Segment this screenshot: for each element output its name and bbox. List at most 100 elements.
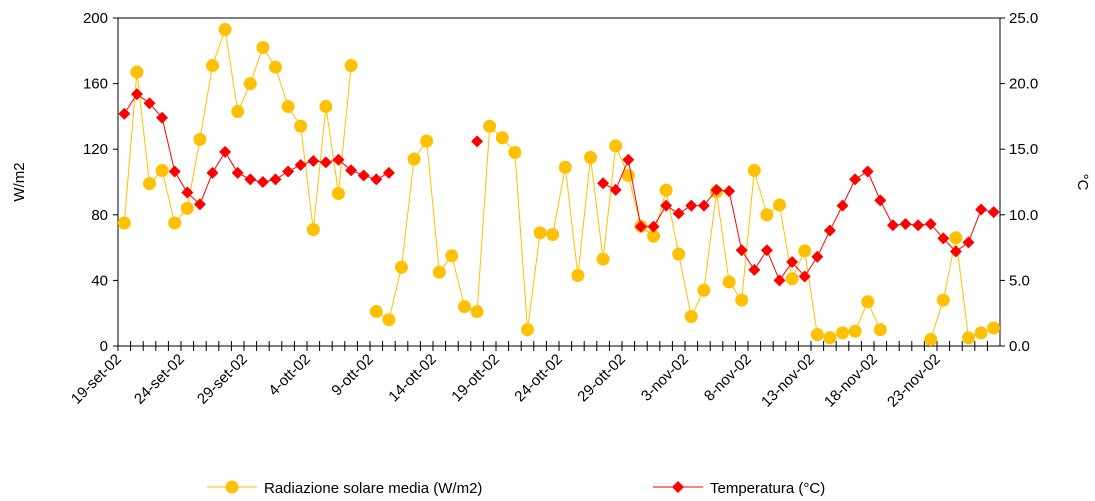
marker	[483, 119, 497, 133]
marker	[811, 250, 824, 263]
marker	[533, 226, 547, 240]
marker	[873, 323, 887, 337]
marker	[810, 328, 824, 342]
marker	[609, 183, 622, 196]
x-tick-label: 18-nov-02	[821, 351, 881, 411]
marker	[193, 132, 207, 146]
marker	[269, 173, 282, 186]
marker	[420, 134, 434, 148]
marker	[647, 220, 660, 233]
marker	[584, 150, 597, 164]
marker	[432, 265, 446, 279]
marker	[193, 198, 206, 211]
marker	[219, 145, 232, 158]
x-tick-label: 19-ott-02	[448, 351, 502, 405]
marker	[596, 252, 610, 266]
series-line	[602, 157, 994, 282]
marker	[282, 165, 295, 178]
series-line	[930, 237, 994, 340]
marker	[231, 166, 244, 179]
marker	[495, 131, 509, 145]
marker	[344, 59, 358, 73]
marker	[357, 169, 370, 182]
series-line	[123, 93, 390, 206]
marker	[899, 217, 912, 230]
y-tick-label: 200	[83, 10, 108, 27]
y-tick-label: 0	[100, 338, 108, 355]
marker	[672, 207, 685, 220]
marker	[571, 268, 585, 282]
x-tick-label: 4-ott-02	[265, 351, 314, 400]
marker	[685, 199, 698, 212]
marker	[206, 59, 219, 73]
x-tick-label: 3-nov-02	[638, 351, 692, 405]
y-tick-label: 160	[83, 76, 108, 93]
marker	[798, 244, 812, 258]
marker	[281, 100, 295, 114]
marker	[735, 244, 748, 257]
marker	[155, 164, 169, 178]
marker	[306, 223, 320, 237]
y2-tick-label: 5.0	[1009, 272, 1030, 289]
marker	[256, 176, 269, 188]
legend-label: Radiazione solare media (W/m2)	[264, 480, 482, 497]
marker	[936, 293, 950, 307]
marker	[962, 331, 975, 345]
marker	[949, 231, 963, 245]
marker	[987, 206, 1000, 219]
marker	[861, 295, 875, 309]
marker	[886, 219, 899, 232]
marker	[382, 166, 395, 179]
x-tick-label: 29-ott-02	[574, 351, 628, 405]
marker	[849, 173, 862, 186]
series-line	[123, 29, 352, 230]
marker	[609, 139, 623, 153]
marker	[735, 293, 749, 307]
marker	[962, 236, 975, 249]
marker	[975, 203, 988, 216]
marker	[987, 321, 1001, 335]
y2-tick-label: 15.0	[1009, 141, 1038, 158]
marker	[647, 229, 660, 243]
y2-axis-label: °C	[1074, 174, 1091, 191]
marker	[168, 216, 182, 230]
marker	[836, 199, 849, 212]
x-tick-label: 8-nov-02	[701, 351, 755, 405]
marker	[558, 160, 572, 174]
marker	[659, 183, 673, 197]
marker	[294, 158, 307, 171]
marker	[748, 263, 761, 276]
marker	[319, 100, 333, 114]
marker	[722, 275, 736, 289]
x-tick-label: 23-nov-02	[884, 351, 944, 411]
marker	[521, 323, 534, 337]
marker	[760, 208, 774, 222]
marker	[924, 217, 937, 230]
marker	[458, 300, 471, 314]
marker	[471, 135, 484, 148]
marker	[597, 177, 610, 190]
marker	[143, 177, 156, 191]
marker	[181, 186, 194, 199]
marker	[118, 107, 131, 120]
marker	[773, 198, 786, 212]
legend-marker	[225, 480, 239, 494]
marker	[156, 111, 169, 124]
y2-tick-label: 25.0	[1009, 10, 1038, 27]
y2-tick-label: 20.0	[1009, 76, 1038, 93]
marker	[130, 88, 143, 101]
marker	[206, 166, 219, 179]
marker	[660, 199, 673, 212]
x-tick-label: 29-set-02	[194, 351, 251, 408]
marker	[244, 173, 257, 186]
x-tick-label: 9-ott-02	[328, 351, 377, 400]
marker	[332, 153, 345, 166]
marker	[370, 173, 383, 186]
marker	[848, 324, 862, 338]
marker	[747, 164, 761, 178]
x-tick-label: 13-nov-02	[758, 351, 818, 411]
marker	[697, 283, 711, 297]
marker	[395, 260, 408, 274]
marker	[785, 272, 799, 286]
